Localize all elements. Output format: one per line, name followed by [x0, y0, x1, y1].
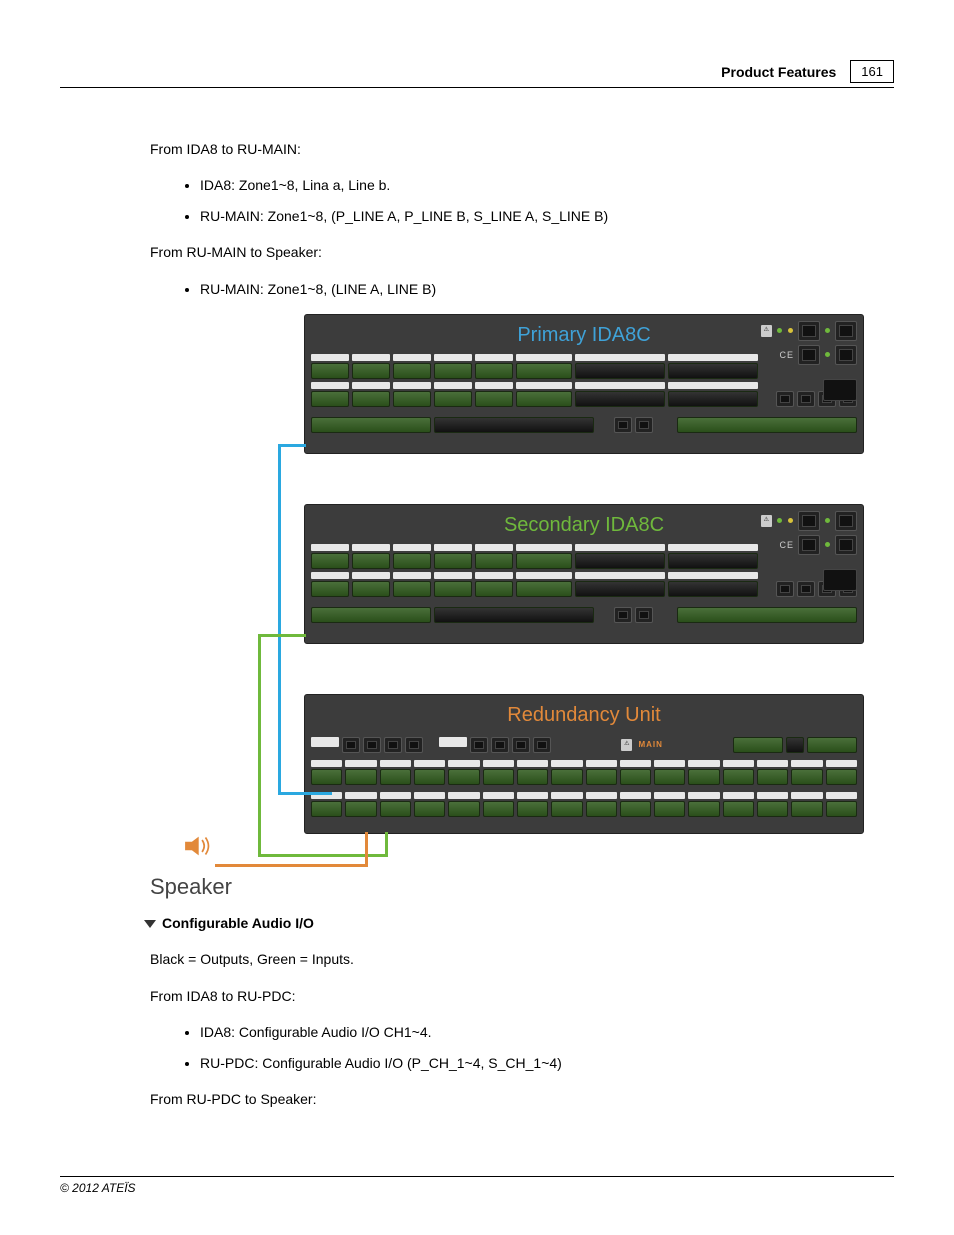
- ethernet-port-icon: [835, 511, 857, 531]
- rj45-port-icon: [405, 737, 423, 753]
- bullet-rumain-lines: RU-MAIN: Zone1~8, (LINE A, LINE B): [200, 278, 894, 300]
- unit-primary-ida8c: Primary IDA8C: [304, 314, 864, 454]
- ethernet-port-icon: [835, 321, 857, 341]
- bullet-ida8-config: IDA8: Configurable Audio I/O CH1~4.: [200, 1021, 894, 1043]
- speaker-label: Speaker: [150, 869, 232, 904]
- ethernet-port-icon: [835, 535, 857, 555]
- rj45-port-icon: [533, 737, 551, 753]
- rj45-port-icon: [384, 737, 402, 753]
- wire-secondary-v2: [385, 832, 388, 857]
- para-rupdc-speaker: From RU-PDC to Speaker:: [150, 1088, 894, 1110]
- rj45-port-icon: [363, 737, 381, 753]
- page-number: 161: [850, 60, 894, 83]
- ce-mark: CE: [779, 348, 794, 362]
- ethernet-port-icon: [798, 535, 820, 555]
- unit-redundancy: Redundancy Unit ⚠ MAIN: [304, 694, 864, 834]
- wire-out-h: [215, 864, 368, 867]
- bullet-rumain-zones: RU-MAIN: Zone1~8, (P_LINE A, P_LINE B, S…: [200, 205, 894, 227]
- rj45-port-icon: [470, 737, 488, 753]
- wire-secondary-h2: [258, 854, 388, 857]
- bullet-ida8-zones: IDA8: Zone1~8, Lina a, Line b.: [200, 174, 894, 196]
- collapse-triangle-icon: [144, 920, 156, 928]
- wire-out-v1: [365, 832, 368, 864]
- ethernet-port-icon: [835, 345, 857, 365]
- para-rumain-speaker: From RU-MAIN to Speaker:: [150, 241, 894, 263]
- warning-badge: ⚠: [761, 325, 772, 337]
- unit-secondary-ida8c: Secondary IDA8C: [304, 504, 864, 644]
- wire-secondary-v: [258, 634, 261, 856]
- unit3-title: Redundancy Unit: [305, 695, 863, 733]
- rj45-port-icon: [342, 737, 360, 753]
- para-color-legend: Black = Outputs, Green = Inputs.: [150, 948, 894, 970]
- para-from-ida8-rumain: From IDA8 to RU-MAIN:: [150, 138, 894, 160]
- ethernet-port-icon: [798, 321, 820, 341]
- warning-badge: ⚠: [761, 515, 772, 527]
- wiring-diagram: Primary IDA8C: [150, 314, 894, 904]
- speaker-icon: [180, 832, 214, 866]
- section-configurable-audio: Configurable Audio I/O: [144, 912, 894, 934]
- footer-copyright: © 2012 ATEÏS: [60, 1181, 136, 1195]
- wire-primary-h2: [278, 792, 332, 795]
- section2-title: Configurable Audio I/O: [162, 915, 314, 931]
- power-inlet-icon: [823, 569, 857, 591]
- ethernet-port-icon: [798, 511, 820, 531]
- main-badge: MAIN: [638, 739, 662, 752]
- bullet-rupdc-config: RU-PDC: Configurable Audio I/O (P_CH_1~4…: [200, 1052, 894, 1074]
- ce-mark: CE: [779, 538, 794, 552]
- ethernet-port-icon: [798, 345, 820, 365]
- rj45-port-icon: [512, 737, 530, 753]
- wire-primary-h1: [278, 444, 306, 447]
- wire-primary-v: [278, 444, 281, 794]
- header-title: Product Features: [721, 64, 836, 80]
- para-from-ida8-rupdc: From IDA8 to RU-PDC:: [150, 985, 894, 1007]
- power-inlet-icon: [823, 379, 857, 401]
- warning-badge: ⚠: [621, 739, 632, 751]
- rj45-port-icon: [491, 737, 509, 753]
- wire-secondary-h1: [258, 634, 306, 637]
